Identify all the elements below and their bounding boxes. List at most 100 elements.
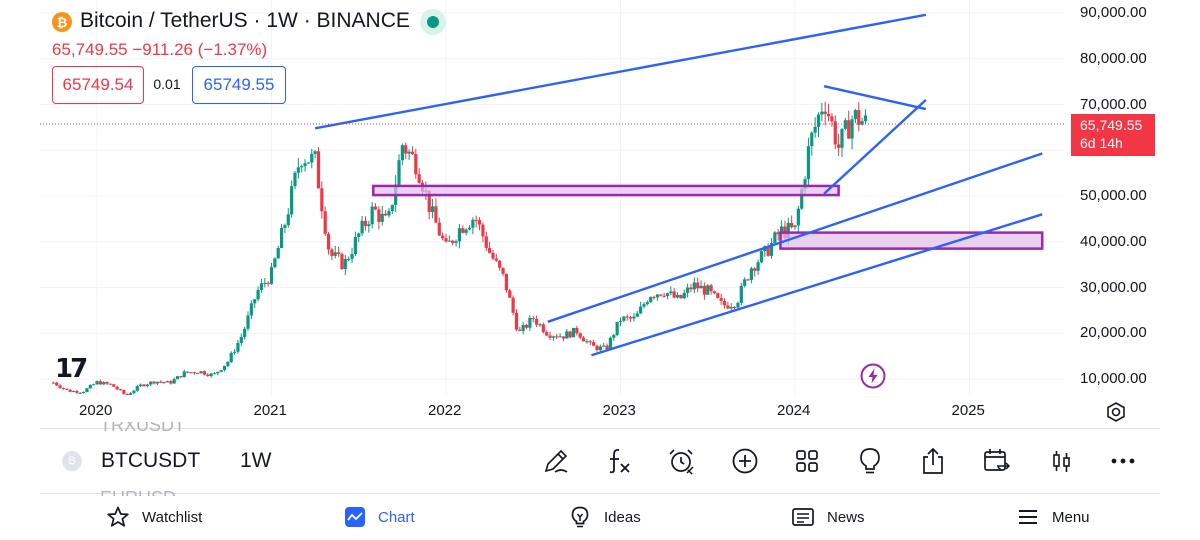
candle-up (736, 302, 740, 308)
candle-up (645, 302, 649, 305)
plus-circle-icon[interactable] (727, 444, 763, 478)
triangle-top-line (823, 85, 927, 111)
candle-down (545, 332, 549, 336)
time-tick-label: 2022 (428, 402, 462, 419)
candle-up (222, 365, 227, 371)
candle-down (555, 336, 559, 338)
candle-up (273, 258, 277, 268)
candle-up (749, 268, 753, 280)
candle-up (571, 327, 576, 338)
candle-down (266, 282, 270, 284)
candle-down (108, 383, 113, 385)
resistance-zone (372, 184, 840, 197)
function-icon[interactable] (601, 444, 637, 478)
timeframe-selector[interactable]: 1W (240, 449, 272, 472)
candle-up (639, 306, 643, 314)
candles-icon[interactable] (1043, 444, 1079, 478)
candle-down (179, 376, 183, 378)
candle-up (810, 132, 814, 147)
candle-up (602, 345, 606, 347)
candle-up (306, 162, 311, 164)
candle-up (259, 283, 264, 291)
candle-down (337, 252, 341, 254)
buy-price-button[interactable]: 65749.55 (192, 66, 286, 104)
nav-chart[interactable]: Chart (344, 504, 415, 530)
candle-up (253, 299, 257, 304)
candle-down (142, 384, 146, 387)
candle-up (249, 303, 253, 316)
prev-symbol-ghost: TRXUSDT (100, 422, 185, 434)
candle-down (588, 341, 592, 343)
candle-down (51, 382, 55, 384)
lightning-icon[interactable] (860, 363, 886, 389)
candle-down (159, 381, 163, 383)
candle-up (239, 337, 243, 343)
candle-down (689, 287, 693, 290)
candle-down (340, 253, 344, 270)
nav-news[interactable]: News (791, 504, 865, 530)
candle-up (803, 179, 807, 190)
candle-down (75, 391, 79, 393)
alarm-icon[interactable] (663, 444, 699, 478)
candle-up (347, 258, 351, 260)
candle-down (628, 317, 633, 319)
candle-down (202, 371, 206, 375)
candle-up (471, 219, 475, 228)
candle-down (192, 372, 196, 374)
candle-up (840, 128, 844, 148)
share-icon[interactable] (915, 444, 951, 478)
candle-up (669, 291, 673, 294)
candle-down (494, 258, 498, 261)
candle-up (78, 392, 82, 394)
candle-up (128, 393, 133, 395)
candle-down (709, 285, 713, 292)
candle-down (169, 381, 173, 384)
candle-up (236, 342, 240, 352)
symbol-name[interactable]: BTCUSDT (101, 449, 201, 472)
price-chart[interactable] (0, 0, 1200, 430)
candle-down (575, 327, 579, 334)
sell-price-button[interactable]: 65749.54 (52, 66, 144, 104)
candle-up (165, 381, 170, 383)
price-tick-label: 30,000.00 (1080, 278, 1147, 296)
candle-up (367, 224, 371, 227)
chart-settings-icon[interactable] (1105, 401, 1127, 423)
nav-ideas[interactable]: Ideas (568, 504, 641, 530)
candle-up (199, 371, 203, 374)
nav-menu[interactable]: Menu (1016, 504, 1090, 530)
candle-down (498, 260, 502, 268)
price-tick-label: 40,000.00 (1080, 232, 1147, 250)
tradingview-logo[interactable]: 17 (55, 354, 88, 384)
nav-watchlist[interactable]: Watchlist (106, 504, 202, 530)
chart-divider (40, 428, 1160, 429)
candle-down (830, 116, 834, 122)
candle-up (551, 336, 555, 338)
candle-down (541, 324, 545, 333)
more-icon[interactable] (1105, 444, 1141, 478)
candle-down (581, 337, 586, 342)
candle-up (360, 220, 364, 234)
svg-text:₿: ₿ (57, 16, 68, 31)
candle-down (790, 222, 794, 228)
candle-up (800, 189, 804, 209)
candle-up (622, 316, 626, 321)
candle-up (243, 328, 247, 338)
candle-down (531, 317, 535, 319)
candle-up (860, 121, 864, 125)
candle-up (102, 382, 106, 385)
candle-up (310, 153, 314, 163)
grid-icon[interactable] (789, 444, 825, 478)
symbol-logo-icon: B (62, 451, 82, 471)
lightbulb-icon[interactable] (852, 444, 888, 478)
price-tick-label: 80,000.00 (1080, 49, 1147, 67)
candle-up (95, 381, 99, 385)
candle-up (813, 126, 817, 133)
price-tick-label: 50,000.00 (1080, 187, 1147, 204)
candle-up (655, 294, 660, 298)
calendar-compare-icon[interactable] (978, 444, 1014, 478)
candle-up (246, 315, 250, 329)
pencil-icon[interactable] (538, 444, 574, 478)
symbol-title[interactable]: Bitcoin / TetherUS · 1W · BINANCE (80, 9, 410, 32)
upper-resistance-line (314, 13, 927, 130)
candle-up (276, 247, 280, 259)
